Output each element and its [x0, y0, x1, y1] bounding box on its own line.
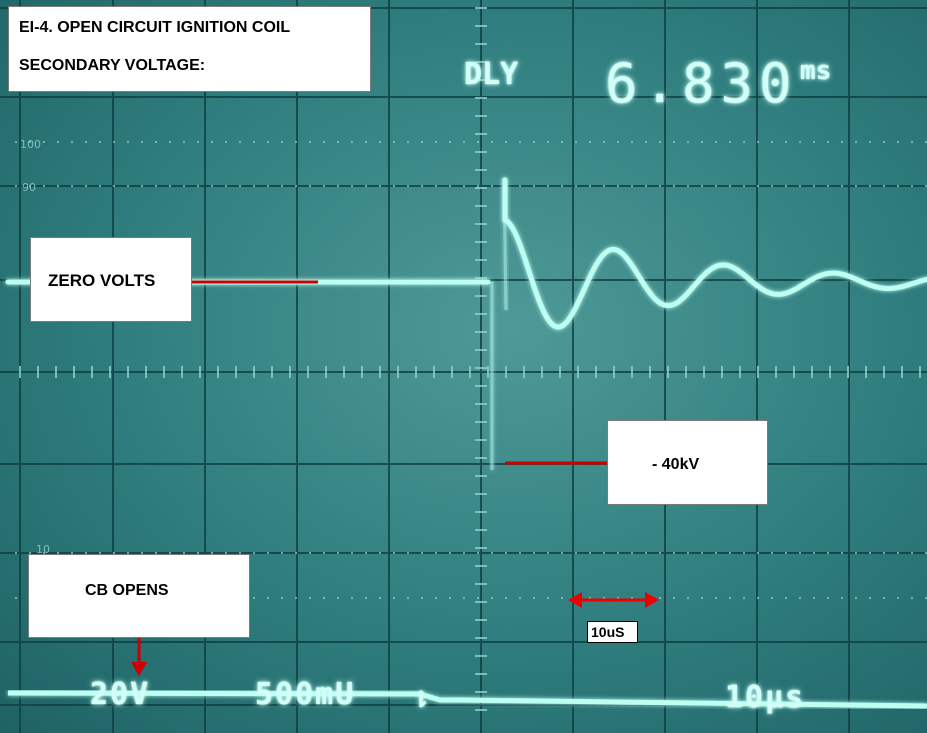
title-line-1: EI-4. OPEN CIRCUIT IGNITION COIL — [19, 19, 291, 36]
graticule-label-10: 10 — [36, 543, 50, 556]
graticule-center-ticks — [19, 7, 921, 711]
peak-voltage-label-box: - 40kV — [607, 420, 768, 505]
bottom-baseline-trace — [7, 690, 927, 709]
delay-label: DLY — [464, 57, 519, 92]
title-box: EI-4. OPEN CIRCUIT IGNITION COIL SECONDA… — [8, 6, 371, 92]
trigger-slope-icon: ⇂ — [412, 680, 433, 715]
zero-volts-label: ZERO VOLTS — [48, 271, 156, 290]
cb-opens-arrow — [131, 638, 147, 676]
delay-value: 6.830 — [605, 52, 798, 115]
cb-opens-label-box: CB OPENS — [28, 554, 250, 638]
delay-unit: ms — [800, 56, 832, 86]
graticule-label-100: 100 — [20, 138, 41, 151]
timebase-readout: 10µs — [725, 680, 806, 715]
peak-voltage-label: - 40kV — [652, 456, 700, 473]
title-line-2: SECONDARY VOLTAGE: — [19, 57, 206, 74]
time-span-label-box: 10uS — [587, 621, 638, 643]
zero-volts-label-box: ZERO VOLTS — [30, 237, 192, 322]
channel-2-scale: 500mU — [255, 677, 356, 712]
channel-1-scale: 20V — [90, 677, 151, 712]
time-span-label: 10uS — [591, 624, 625, 640]
time-span-arrow — [568, 592, 659, 608]
cb-opens-label: CB OPENS — [85, 582, 169, 599]
graticule-label-90: 90 — [22, 181, 36, 194]
trace-negative-spike — [490, 177, 508, 470]
